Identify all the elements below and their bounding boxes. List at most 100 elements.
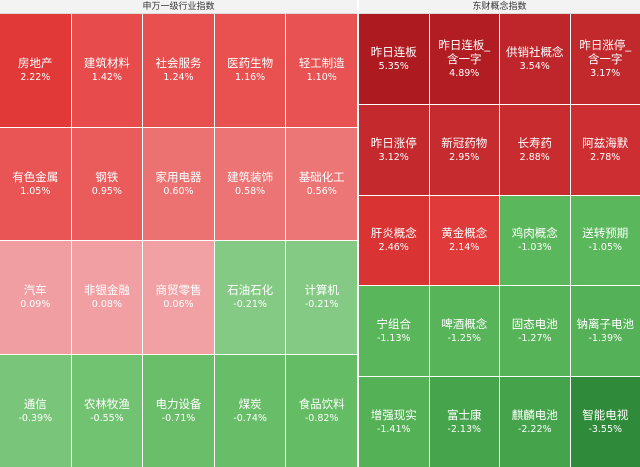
cell-value: 3.54% (519, 60, 550, 72)
cell-value: -0.21% (233, 299, 267, 311)
cell-value: -0.71% (161, 412, 196, 424)
cell-label: 富士康 (447, 408, 482, 423)
cell-value: -0.21% (304, 299, 339, 311)
heatmap-cell: 长寿药 2.88% (500, 104, 570, 195)
cell-label: 计算机 (304, 283, 339, 298)
cell-label: 增强现实 (370, 408, 417, 423)
cell-value: 1.16% (235, 72, 266, 84)
heatmap-cell: 食品饮料 -0.82% (286, 354, 357, 467)
cell-value: -1.25% (447, 333, 482, 345)
heatmap-cell: 商贸零售 0.06% (143, 241, 214, 354)
cell-label: 供销社概念 (506, 44, 564, 59)
heatmap-cell: 煤炭 -0.74% (214, 354, 286, 467)
cell-label: 昨日涨停_含一字 (579, 37, 632, 66)
cell-value: 0.56% (306, 185, 337, 197)
heatmap-cell: 昨日涨停 3.12% (359, 104, 429, 195)
heatmap-cell: 新冠药物 2.95% (429, 104, 499, 195)
heatmap-cell: 送转预期 -1.05% (570, 195, 640, 286)
cell-label: 石油石化 (227, 283, 274, 298)
cell-value: -1.13% (376, 333, 411, 345)
cell-value: -0.39% (18, 412, 53, 424)
cell-label: 建筑材料 (83, 56, 130, 71)
heatmap-cell: 鸡肉概念 -1.03% (500, 195, 570, 286)
cell-value: -2.22% (517, 424, 552, 436)
heatmap-cell: 房地产 2.22% (0, 14, 71, 127)
cell-value: 3.12% (378, 151, 409, 163)
cell-value: 3.17% (590, 67, 621, 79)
cell-label: 固态电池 (511, 317, 558, 332)
cell-label: 长寿药 (517, 135, 553, 150)
cell-value: 0.58% (235, 185, 266, 197)
cell-label: 昨日连板 (370, 44, 417, 59)
heatmap-cell: 通信 -0.39% (0, 354, 71, 467)
heatmap-cell: 家用电器 0.60% (143, 127, 214, 240)
cell-value: 1.42% (91, 72, 122, 84)
cell-label: 宁组合 (376, 317, 412, 332)
cell-value: 1.24% (163, 72, 194, 84)
cell-label: 基础化工 (298, 169, 345, 184)
heatmap-cell: 汽车 0.09% (0, 241, 71, 354)
heatmap-cell: 有色金属 1.05% (0, 127, 71, 240)
heatmap-cell: 宁组合 -1.13% (359, 286, 429, 377)
heatmap-cell: 轻工制造 1.10% (286, 14, 357, 127)
cell-label: 农林牧渔 (83, 396, 130, 411)
cell-value: 0.60% (163, 185, 194, 197)
cell-value: -1.05% (588, 242, 623, 254)
heatmap-cell: 昨日连板_含一字 4.89% (429, 14, 499, 104)
cell-label: 房地产 (18, 56, 53, 71)
cell-label: 轻工制造 (298, 56, 345, 71)
cell-label: 钠离子电池 (576, 317, 635, 332)
cell-label: 煤炭 (238, 396, 262, 411)
heatmap-cell: 非银金融 0.08% (71, 241, 143, 354)
heatmap: 昨日连板 5.35% 昨日连板_含一字 4.89% 供销社概念 3.54% 昨日涨停_含一字… (359, 14, 640, 467)
cell-value: -1.03% (517, 242, 552, 254)
cell-value: -1.41% (376, 424, 411, 436)
heatmap-cell: 钢铁 0.95% (71, 127, 143, 240)
cell-label: 麒麟电池 (511, 408, 558, 423)
cell-label: 建筑装饰 (227, 169, 274, 184)
cell-label: 黄金概念 (441, 226, 488, 241)
cell-label: 社会服务 (155, 56, 202, 71)
cell-label: 啤酒概念 (441, 317, 488, 332)
heatmap-cell: 啤酒概念 -1.25% (429, 286, 499, 377)
cell-label: 汽车 (23, 283, 47, 298)
heatmap-cell: 计算机 -0.21% (286, 241, 357, 354)
cell-value: -2.13% (447, 424, 482, 436)
heatmap-cell: 供销社概念 3.54% (500, 14, 570, 104)
cell-value: -0.74% (233, 412, 267, 424)
cell-value: 5.35% (378, 60, 409, 72)
heatmap-cell: 增强现实 -1.41% (359, 377, 429, 467)
cell-label: 昨日涨停 (370, 135, 417, 150)
cell-label: 电力设备 (155, 396, 202, 411)
cell-value: 0.08% (91, 299, 122, 311)
heatmap-cell: 阿兹海默 2.78% (570, 104, 640, 195)
cell-label: 智能电视 (582, 408, 629, 423)
cell-value: 4.89% (449, 67, 480, 79)
cell-label: 新冠药物 (441, 135, 488, 150)
heatmap-cell: 智能电视 -3.55% (570, 377, 640, 467)
heatmap-cell: 电力设备 -0.71% (143, 354, 214, 467)
cell-value: -1.27% (517, 333, 552, 345)
cell-label: 有色金属 (12, 169, 59, 184)
heatmap-cell: 石油石化 -0.21% (214, 241, 286, 354)
heatmap-cell: 农林牧渔 -0.55% (71, 354, 143, 467)
cell-value: -3.55% (588, 424, 623, 436)
heatmap-cell: 富士康 -2.13% (429, 377, 499, 467)
heatmap-cell: 建筑材料 1.42% (71, 14, 143, 127)
cell-label: 鸡肉概念 (511, 226, 558, 241)
heatmap-cell: 肝炎概念 2.46% (359, 195, 429, 286)
heatmap-cell: 昨日连板 5.35% (359, 14, 429, 104)
industry-panel: 申万一级行业指数 房地产 2.22% 建筑材料 1.42% 社会服务 1.24% 医药生物 1… (0, 0, 357, 467)
cell-value: 2.78% (590, 151, 621, 163)
cell-label: 送转预期 (582, 226, 629, 241)
cell-value: 0.06% (163, 299, 194, 311)
cell-value: -0.55% (90, 412, 124, 424)
cell-value: -1.39% (588, 333, 623, 345)
cell-label: 非银金融 (83, 283, 130, 298)
cell-value: 0.09% (20, 299, 51, 311)
heatmap-cell: 基础化工 0.56% (286, 127, 357, 240)
panel-title: 申万一级行业指数 (0, 0, 357, 14)
cell-value: 1.10% (306, 72, 337, 84)
cell-value: 2.95% (449, 151, 480, 163)
cell-value: 2.88% (519, 151, 550, 163)
